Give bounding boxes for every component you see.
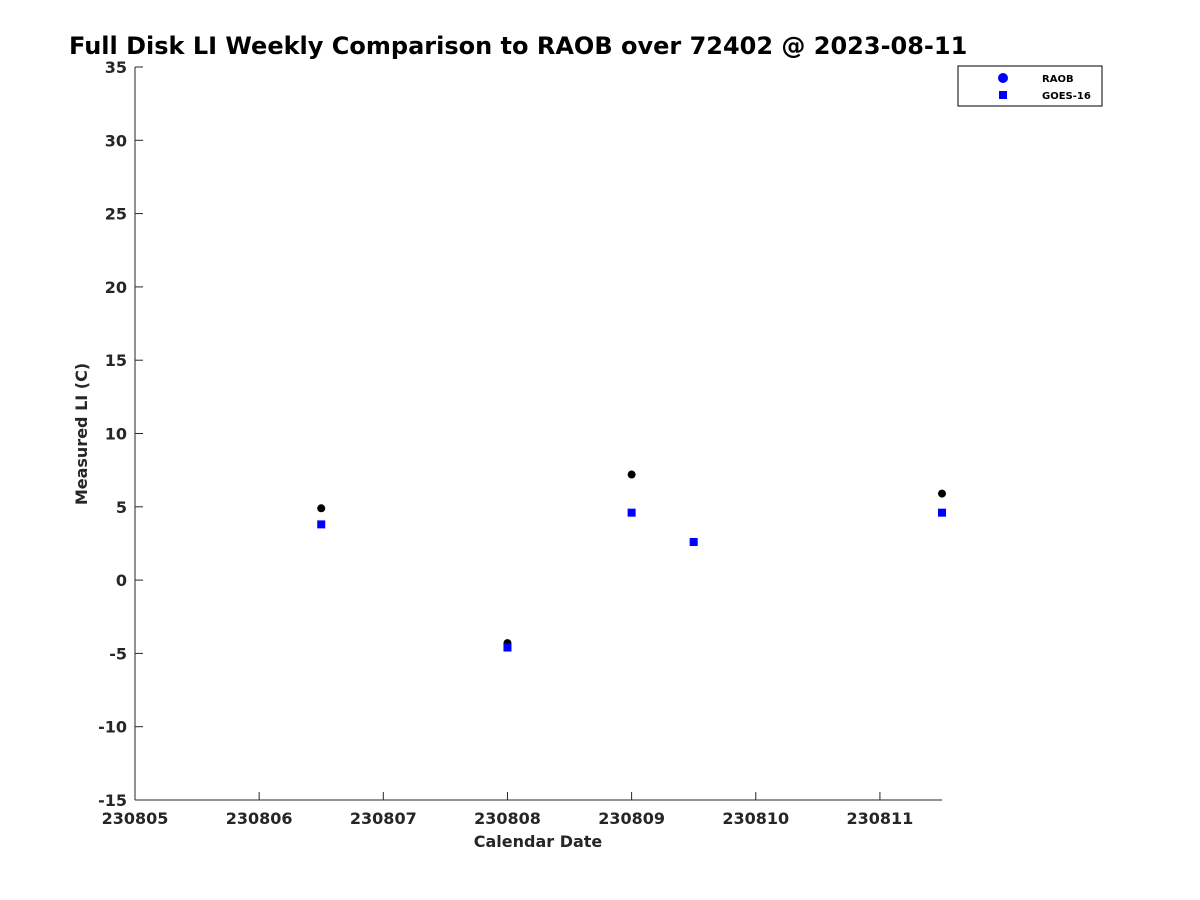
goes-16-point [627,508,636,517]
x-ticks: 230805 230806 230807 230808 230809 230810 2308… [102,792,914,828]
x-tick-label: 230805 [102,809,169,828]
raob-point [627,470,636,479]
goes-16-point [938,508,946,517]
raob-point [938,489,946,498]
goes-16-point [317,520,326,529]
x-tick-label: 230807 [350,809,417,828]
y-tick-label: -5 [109,644,127,663]
y-tick-label: 10 [105,425,127,444]
legend-raob-marker [998,73,1008,83]
y-tick-label: 15 [105,351,127,370]
y-tick-label: 0 [116,571,127,590]
data-points [317,470,946,652]
x-tick-label: 230809 [598,809,665,828]
x-tick-label: 230810 [722,809,789,828]
goes-16-point [503,643,512,652]
x-tick-label: 230808 [474,809,541,828]
legend: RAOB GOES-16 [957,65,1103,107]
x-tick-label: 230811 [847,809,914,828]
x-tick-label: 230806 [226,809,293,828]
y-tick-label: 25 [105,205,127,224]
legend-goes-16-marker [999,91,1007,99]
y-tick-label: -10 [98,718,127,737]
y-tick-label: 20 [105,278,127,297]
y-tick-label: 35 [105,58,127,77]
y-ticks: -15 -10 -5 0 5 10 15 20 25 30 35 [98,58,143,810]
legend-label: RAOB [1042,74,1074,85]
y-tick-label: 5 [116,498,127,517]
legend-box [957,65,1103,107]
raob-point [317,504,326,513]
goes-16-point [689,537,698,546]
x-axis-label: Calendar Date [474,832,603,851]
legend-label: GOES-16 [1042,91,1091,102]
y-tick-label: -15 [98,791,127,810]
chart-title: Full Disk LI Weekly Comparison to RAOB o… [69,32,967,60]
y-tick-label: 30 [105,131,127,150]
y-axis-label: Measured LI (C) [72,363,91,505]
